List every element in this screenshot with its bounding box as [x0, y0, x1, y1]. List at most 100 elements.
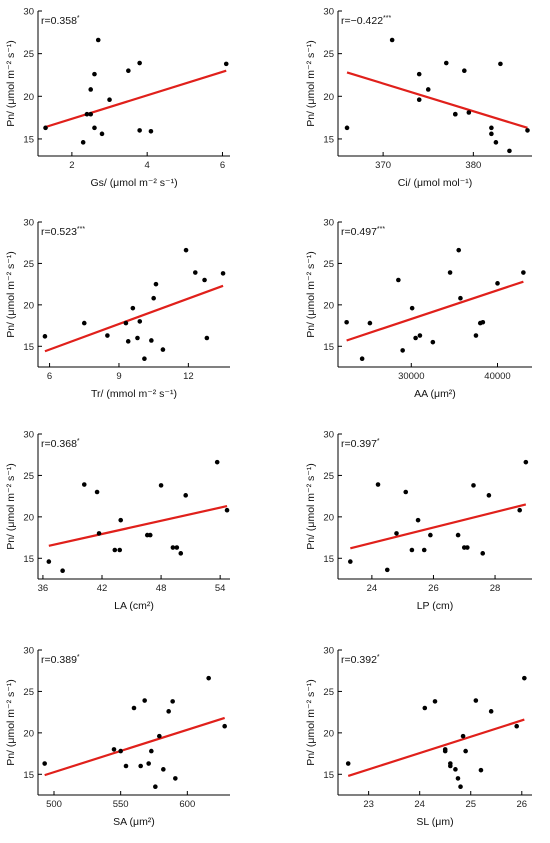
data-point [473, 333, 479, 338]
y-axis-label: Pn/ (μmol m⁻² s⁻¹) [305, 463, 317, 550]
chart-panel-8: 15 20 25 30 23 24 25 26 SL (μm) Pn/ (μmol m⁻² s⁻¹… [305, 646, 532, 828]
data-point [88, 87, 94, 92]
y-tick-label: 30 [23, 430, 34, 441]
data-point [137, 60, 142, 66]
data-point [118, 748, 123, 754]
x-tick-label: 9 [116, 371, 121, 382]
data-point [149, 338, 154, 343]
data-point [478, 767, 484, 773]
x-tick-label: 24 [414, 799, 425, 810]
data-point [443, 60, 449, 66]
y-tick-label: 15 [323, 134, 334, 145]
data-point [43, 125, 48, 131]
data-point [421, 547, 427, 553]
significance-marker: * [77, 438, 80, 445]
data-point [367, 320, 373, 326]
data-point [488, 709, 494, 714]
data-point [157, 733, 162, 739]
y-axis-label: Pn/ (μmol m⁻² s⁻¹) [5, 251, 17, 338]
data-point [60, 568, 65, 574]
correlation-label: r=0.397* [341, 438, 380, 450]
data-point [142, 356, 147, 362]
data-point [204, 335, 210, 341]
data-point [521, 270, 526, 275]
x-tick-label: 4 [145, 160, 150, 171]
x-tick-label: 6 [47, 371, 52, 382]
correlation-label: r=0.497*** [341, 226, 385, 238]
correlation-label: r=0.389* [41, 654, 80, 666]
data-point [359, 356, 365, 362]
data-point [92, 125, 97, 131]
data-point [42, 334, 48, 339]
data-point [471, 483, 476, 488]
data-point [123, 763, 129, 769]
data-point [96, 531, 102, 536]
data-point [214, 459, 220, 465]
y-axis-label: Pn/ (μmol m⁻² s⁻¹) [5, 40, 17, 127]
y-tick-label: 15 [323, 770, 334, 781]
data-point [137, 319, 143, 324]
data-point [174, 545, 180, 550]
data-point [453, 111, 458, 117]
chart-panel-6: 15 20 25 30 24 26 28 LP (cm) Pn/ (μmol m⁻² s⁻¹) r… [305, 430, 532, 612]
data-point [202, 277, 207, 283]
data-point [166, 709, 171, 714]
y-axis-label: Pn/ (μmol m⁻² s⁻¹) [5, 463, 17, 550]
data-point [448, 761, 453, 766]
x-axis-label: Tr/ (mmol m⁻² s⁻¹) [91, 388, 177, 400]
data-point [447, 270, 453, 275]
data-point [344, 319, 349, 325]
data-point [425, 87, 431, 92]
chart-panel-7: 15 20 25 30 500 550 600 SA (μm²) Pn/ (μmol m⁻² s… [5, 646, 230, 828]
data-point [206, 675, 211, 681]
y-axis-label: Pn/ (μmol m⁻² s⁻¹) [305, 251, 317, 338]
data-point [183, 493, 188, 498]
y-tick-label: 20 [23, 92, 34, 103]
data-point [525, 128, 530, 133]
data-point [348, 559, 353, 564]
y-tick-label: 15 [23, 342, 34, 353]
data-point [522, 675, 527, 681]
data-point [224, 507, 230, 513]
data-point [514, 723, 519, 729]
y-tick-label: 25 [323, 49, 334, 60]
data-point [389, 37, 395, 43]
data-point [458, 784, 463, 790]
significance-marker: * [377, 654, 380, 661]
data-point [432, 699, 438, 704]
data-point [117, 547, 123, 553]
x-tick-label: 600 [179, 799, 195, 810]
data-point [409, 547, 415, 553]
data-point [384, 567, 390, 573]
data-point [489, 125, 494, 131]
data-point [46, 559, 52, 564]
x-tick-label: 550 [113, 799, 129, 810]
x-tick-label: 2 [69, 160, 74, 171]
data-point [94, 489, 100, 495]
data-point [403, 489, 409, 495]
y-tick-label: 15 [323, 554, 334, 565]
data-point [498, 61, 503, 67]
data-point [455, 776, 461, 781]
data-point [95, 37, 101, 43]
y-tick-label: 15 [23, 770, 34, 781]
significance-marker: *** [377, 226, 385, 233]
data-point [416, 71, 422, 77]
data-point [111, 747, 117, 752]
chart-panel-5: 15 20 25 30 36 42 48 54 LA (cm²) Pn/ (μmol m⁻² s⁻… [5, 430, 230, 612]
data-point [409, 305, 415, 311]
x-axis-label: SL (μm) [416, 816, 453, 828]
data-point [146, 761, 151, 766]
data-point [137, 128, 142, 133]
y-tick-label: 25 [323, 471, 334, 482]
y-tick-label: 15 [23, 134, 34, 145]
data-point [394, 531, 399, 536]
significance-marker: *** [77, 226, 85, 233]
data-point [118, 517, 124, 523]
data-point [463, 748, 468, 754]
x-axis-label: LP (cm) [417, 600, 454, 612]
data-point [456, 247, 462, 253]
data-point [462, 68, 467, 74]
data-point [153, 784, 158, 790]
data-point [430, 339, 436, 345]
